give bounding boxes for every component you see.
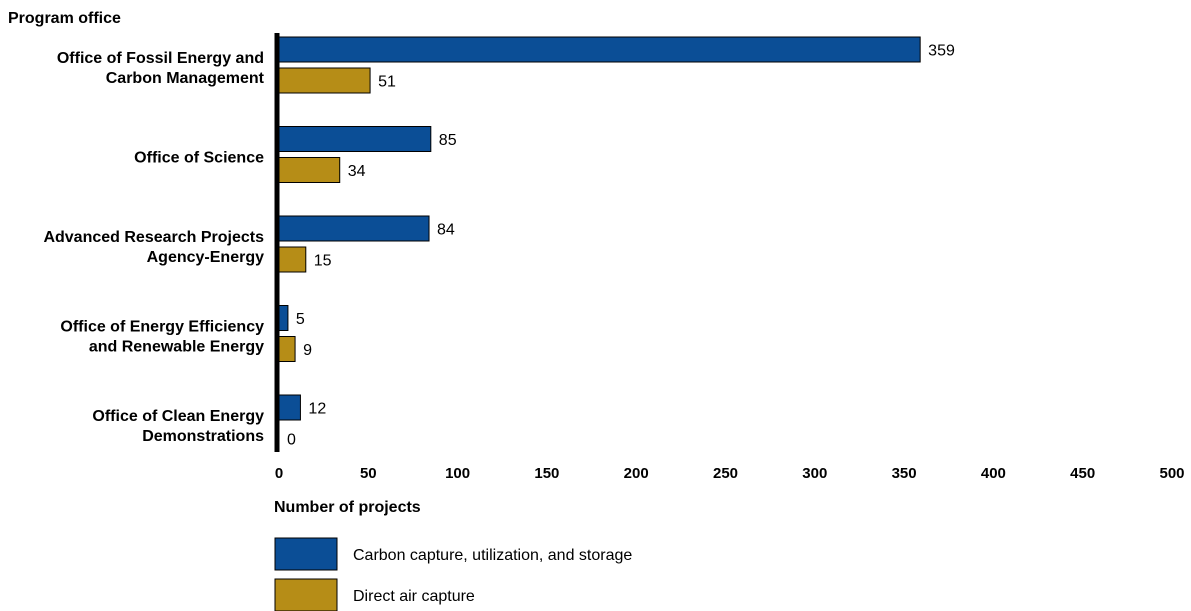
category-label: Carbon Management <box>106 70 265 87</box>
x-tick-label: 100 <box>445 465 470 482</box>
bar-dac <box>278 246 307 273</box>
value-label: 0 <box>287 432 296 449</box>
category-label: Office of Energy Efficiency <box>60 319 264 336</box>
bar-ccus <box>278 126 432 152</box>
legend-swatch <box>274 537 338 571</box>
bar-ccus <box>278 215 430 242</box>
value-label: 34 <box>348 163 366 180</box>
category-label: Office of Science <box>134 150 264 167</box>
category-labels: Office of Fossil Energy and Carbon Manage… <box>43 50 264 445</box>
x-tick-label: 400 <box>981 465 1006 482</box>
value-label: 15 <box>314 253 332 270</box>
x-tick-label: 200 <box>624 465 649 482</box>
legend: Carbon capture, utilization, and storage… <box>274 537 632 611</box>
x-tick-label: 450 <box>1070 465 1095 482</box>
category-label: Agency-Energy <box>147 249 264 266</box>
category-axis-title: Program office <box>8 10 121 27</box>
legend-swatch <box>274 578 338 611</box>
bar-ccus <box>278 305 289 331</box>
category-label: Demonstrations <box>142 428 264 445</box>
category-label: Advanced Research Projects <box>43 229 264 246</box>
category-label: Office of Fossil Energy and <box>57 50 264 67</box>
value-label: 85 <box>439 132 457 149</box>
category-label: and Renewable Energy <box>89 339 264 356</box>
bar-dac <box>278 67 371 94</box>
x-tick-label: 50 <box>360 465 377 482</box>
x-tick-label: 350 <box>892 465 917 482</box>
bars <box>278 36 921 421</box>
x-tick-labels: 0 50 100 150 200 250 300 350 400 450 500 <box>275 465 1185 482</box>
bar-dac <box>278 336 296 362</box>
category-label: Office of Clean Energy <box>92 408 264 425</box>
x-tick-label: 150 <box>534 465 559 482</box>
x-axis-title: Number of projects <box>274 499 421 516</box>
x-tick-label: 300 <box>802 465 827 482</box>
value-label: 12 <box>308 401 326 418</box>
value-labels: 359 51 85 34 84 15 5 9 12 0 <box>287 43 955 449</box>
bar-dac <box>278 157 341 183</box>
legend-label: Direct air capture <box>353 588 475 605</box>
value-label: 5 <box>296 311 305 328</box>
x-tick-label: 0 <box>275 465 283 482</box>
bar-ccus <box>278 36 921 63</box>
x-tick-label: 500 <box>1159 465 1184 482</box>
x-tick-label: 250 <box>713 465 738 482</box>
value-label: 9 <box>303 342 312 359</box>
legend-label: Carbon capture, utilization, and storage <box>353 547 632 564</box>
value-label: 359 <box>928 43 955 60</box>
value-label: 84 <box>437 222 455 239</box>
value-label: 51 <box>378 74 396 91</box>
bar-ccus <box>278 394 301 421</box>
